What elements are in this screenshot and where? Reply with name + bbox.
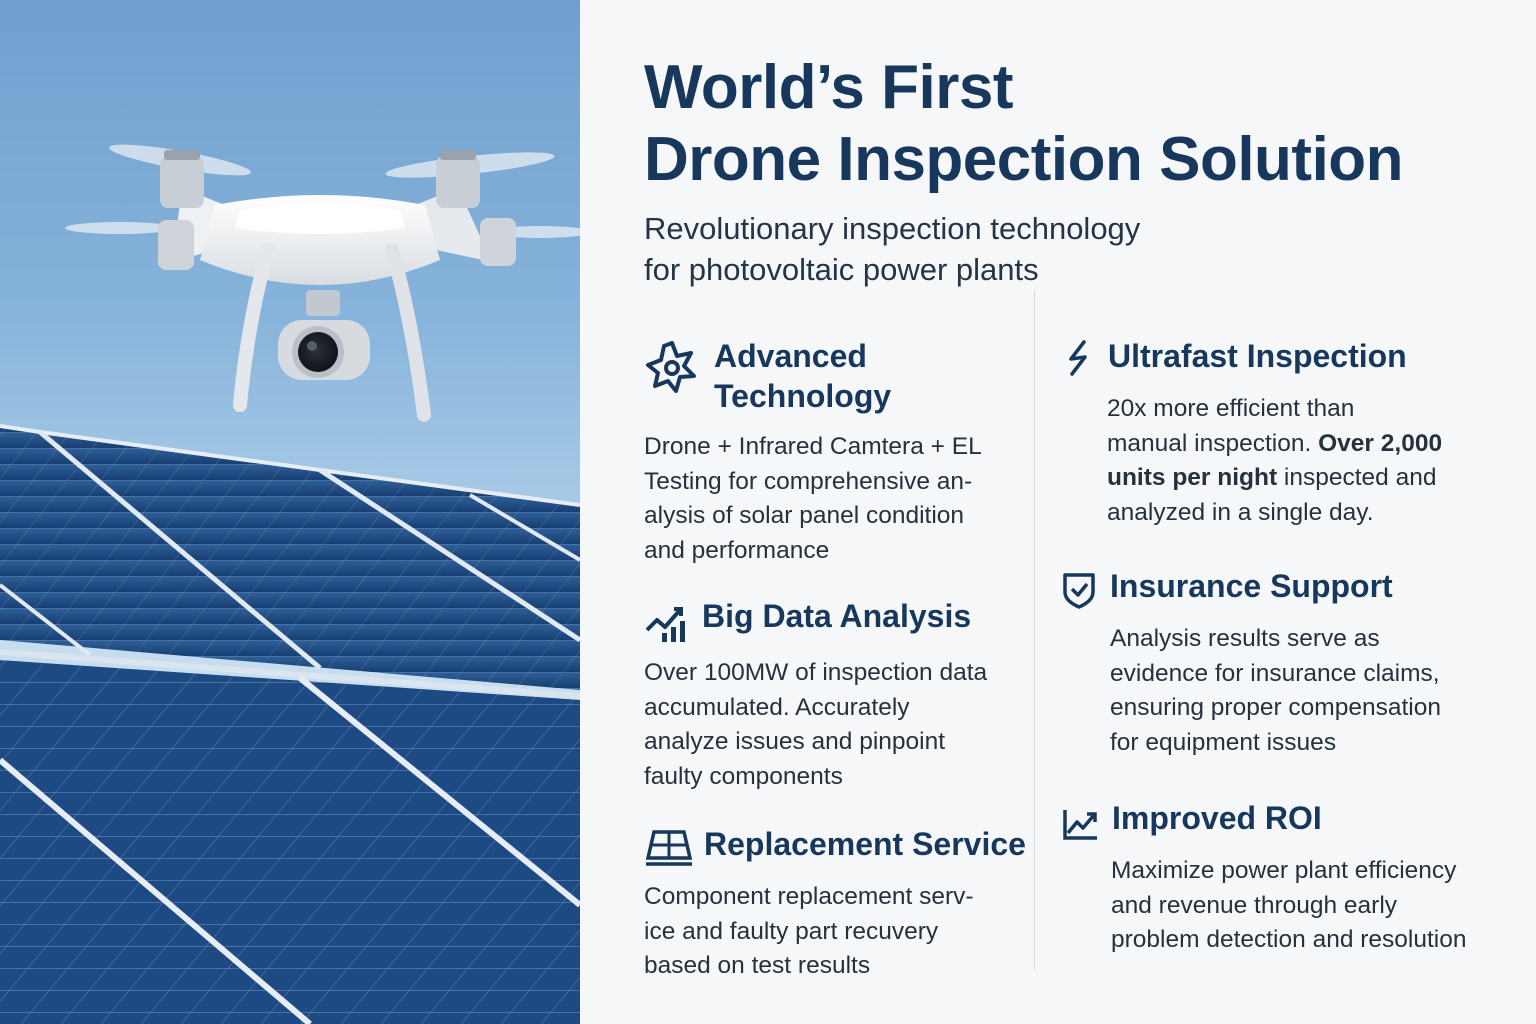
description-line: 20x more efficient than	[1107, 395, 1355, 422]
feature-description: Over 100MW of inspection data accumulate…	[644, 656, 987, 794]
solar-panel-icon	[645, 830, 693, 866]
lightning-icon	[1069, 340, 1087, 376]
feature-insurance-support: Insurance Support Analysis results serve…	[1062, 566, 1441, 760]
feature-description: Analysis results serve as evidence for i…	[1110, 622, 1441, 760]
description-line: Analysis results serve as	[1110, 625, 1380, 652]
description-line: Component replacement serv-	[644, 883, 974, 910]
feature-title-line-1: Advanced	[714, 338, 867, 374]
gear-star-icon	[646, 341, 696, 393]
feature-title: Improved ROI	[1112, 800, 1322, 836]
drone-over-solar-panels-illustration	[0, 144, 580, 1024]
description-line: ice and faulty part recuvery	[644, 917, 939, 945]
subtitle-line-1: Revolutionary inspection technology	[644, 211, 1141, 246]
feature-title: Ultrafast Inspection	[1108, 338, 1407, 374]
feature-big-data-analysis: Big Data Analysis Over 100MW of inspecti…	[644, 596, 987, 794]
hero-photo	[0, 0, 580, 1024]
description-highlight: Over 2,000	[1318, 429, 1443, 457]
solar-panel-array	[0, 424, 580, 1024]
feature-title-line-2: Technology	[714, 378, 892, 414]
description-line: manual inspection. Over 2,000	[1107, 427, 1442, 462]
description-text: inspected and	[1277, 464, 1437, 491]
feature-advanced-technology: Advanced Technology Drone + Infrared Cam…	[644, 336, 982, 568]
description-line: and performance	[644, 536, 830, 564]
description-line: Maximize power plant efficiency	[1111, 857, 1457, 884]
description-line: faulty components	[644, 762, 843, 790]
feature-improved-roi: Improved ROI Maximize power plant effici…	[1062, 798, 1466, 958]
feature-replacement-service: Replacement Service Component replacemen…	[644, 824, 1026, 984]
drone	[65, 144, 580, 422]
description-line: for equipment issues	[1110, 728, 1337, 756]
title-line-1: World’s First	[644, 53, 1013, 122]
page-title: World’s First Drone Inspection Solution	[644, 52, 1404, 196]
content-panel: World’s First Drone Inspection Solution …	[580, 0, 1536, 1024]
page-subtitle: Revolutionary inspection technology for …	[644, 208, 1140, 290]
title-line-2: Drone Inspection Solution	[644, 125, 1404, 194]
description-line: accumulated. Accurately	[644, 693, 910, 721]
description-line: problem detection and resolution	[1111, 926, 1467, 953]
description-line: Testing for comprehensive an-	[644, 467, 973, 495]
trend-bars-icon	[645, 607, 685, 642]
feature-title: Insurance Support	[1110, 568, 1393, 604]
feature-title: Big Data Analysis	[702, 598, 972, 634]
feature-description: Maximize power plant efficiency and reve…	[1111, 854, 1466, 958]
feature-title: Replacement Service	[704, 826, 1026, 862]
description-line: based on test results	[644, 952, 871, 979]
feature-description: 20x more efficient than manual inspectio…	[1107, 392, 1442, 530]
growth-chart-icon	[1063, 810, 1097, 840]
description-line: alysis of solar panel condition	[644, 502, 965, 529]
description-line: and revenue through early	[1111, 891, 1398, 919]
description-line: units per night inspected and	[1107, 461, 1442, 496]
description-text: manual inspection.	[1107, 429, 1319, 457]
feature-description: Component replacement serv- ice and faul…	[644, 880, 1026, 984]
feature-description: Drone + Infrared Camtera + EL Testing fo…	[644, 430, 982, 568]
description-line: Over 100MW of inspection data	[644, 659, 988, 686]
description-line: analyze issues and pinpoint	[644, 728, 946, 755]
feature-title: Advanced Technology	[714, 336, 891, 416]
subtitle-line-2: for photovoltaic power plants	[644, 252, 1039, 287]
shield-check-icon	[1063, 573, 1095, 609]
description-line: Drone + Infrared Camtera + EL	[644, 433, 982, 460]
description-highlight: units per night	[1107, 464, 1278, 491]
description-line: evidence for insurance claims,	[1110, 659, 1440, 687]
column-divider	[1034, 290, 1035, 970]
feature-ultrafast-inspection: Ultrafast Inspection 20x more efficient …	[1062, 336, 1442, 530]
description-line: analyzed in a single day.	[1107, 498, 1374, 526]
description-line: ensuring proper compensation	[1110, 694, 1441, 721]
